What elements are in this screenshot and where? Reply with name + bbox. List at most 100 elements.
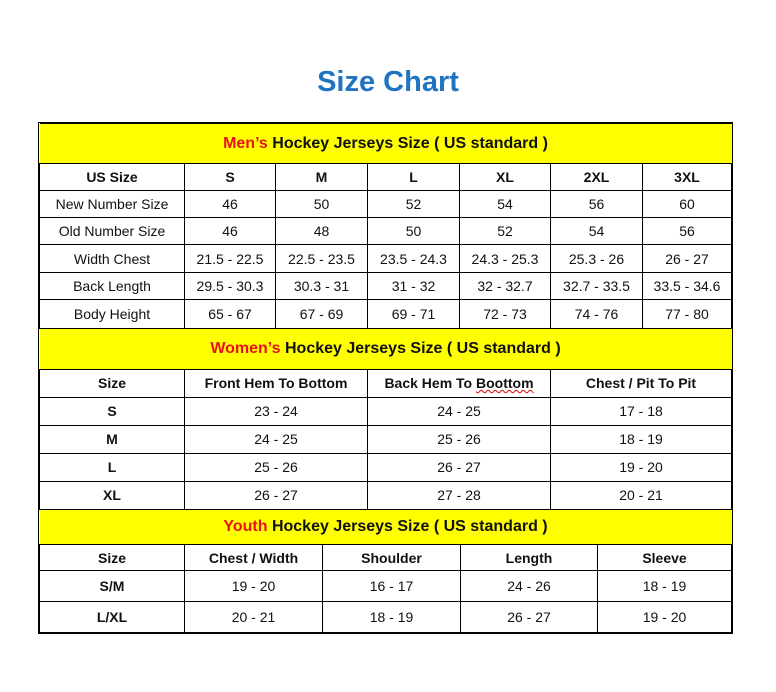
table-cell: 24 - 25 [367, 396, 551, 426]
row-label: Width Chest [39, 244, 185, 273]
column-header: Front Hem To Bottom [184, 368, 368, 398]
table-row: XL 26 - 27 27 - 28 20 - 21 [39, 480, 732, 510]
table-cell: 74 - 76 [550, 299, 643, 329]
table-cell: 19 - 20 [184, 570, 323, 602]
table-cell: 50 [367, 217, 460, 245]
row-label: Back Length [39, 272, 185, 300]
table-cell: 29.5 - 30.3 [184, 272, 276, 300]
table-cell: Shoulder [322, 544, 461, 571]
column-header-part: Back Hem To [384, 375, 473, 391]
table-cell: 20 - 21 [184, 601, 323, 633]
table-cell: 26 - 27 [642, 244, 732, 273]
table-cell: 56 [550, 190, 643, 218]
table-row: Size Chest / Width Shoulder Length Sleeve [39, 544, 732, 571]
table-cell: 31 - 32 [367, 272, 460, 300]
page-title: Size Chart [317, 66, 459, 98]
row-label: New Number Size [39, 190, 185, 218]
table-cell: 19 - 20 [550, 452, 732, 482]
table-cell: XL [459, 163, 551, 191]
table-row: L 25 - 26 26 - 27 19 - 20 [39, 452, 732, 482]
table-cell: 69 - 71 [367, 299, 460, 329]
table-cell: 23 - 24 [184, 396, 368, 426]
table-row: S 23 - 24 24 - 25 17 - 18 [39, 396, 732, 426]
row-label: S [39, 396, 185, 426]
row-label: M [39, 424, 185, 454]
column-header: Back Hem To Boottom [367, 368, 551, 398]
table-cell: 24 - 26 [460, 570, 598, 602]
women-heading-accent: Women’s [210, 339, 281, 357]
table-cell: 30.3 - 31 [275, 272, 368, 300]
table-cell: 27 - 28 [367, 480, 551, 510]
table-cell: 60 [642, 190, 732, 218]
table-cell: 3XL [642, 163, 732, 191]
table-cell: 48 [275, 217, 368, 245]
table-cell: Sleeve [597, 544, 732, 571]
women-heading: Women’s Hockey Jerseys Size ( US standar… [39, 329, 732, 370]
table-row: S/M 19 - 20 16 - 17 24 - 26 18 - 19 [39, 570, 732, 602]
row-label: L [39, 452, 185, 482]
table-cell: 72 - 73 [459, 299, 551, 329]
table-cell: 32 - 32.7 [459, 272, 551, 300]
row-label: L/XL [39, 601, 185, 633]
column-header-misspelled: Boottom [476, 375, 534, 391]
table-cell: 56 [642, 217, 732, 245]
table-cell: 52 [367, 190, 460, 218]
table-row: New Number Size 46 50 52 54 56 60 [39, 190, 732, 218]
youth-heading-accent: Youth [223, 517, 268, 535]
row-label: Old Number Size [39, 217, 185, 245]
youth-size-table: Youth Hockey Jerseys Size ( US standard … [39, 509, 732, 633]
table-cell: 18 - 19 [597, 570, 732, 602]
table-cell: 32.7 - 33.5 [550, 272, 643, 300]
column-header: Chest / Pit To Pit [550, 368, 732, 398]
table-cell: 67 - 69 [275, 299, 368, 329]
table-cell: 65 - 67 [184, 299, 276, 329]
table-cell: M [275, 163, 368, 191]
table-cell: 25.3 - 26 [550, 244, 643, 273]
table-cell: 18 - 19 [550, 424, 732, 454]
table-cell: 19 - 20 [597, 601, 732, 633]
table-row: L/XL 20 - 21 18 - 19 26 - 27 19 - 20 [39, 601, 732, 633]
table-cell: 26 - 27 [367, 452, 551, 482]
table-cell: 46 [184, 217, 276, 245]
women-heading-rest: Hockey Jerseys Size ( US standard ) [280, 339, 561, 357]
table-cell: 52 [459, 217, 551, 245]
table-cell: 54 [459, 190, 551, 218]
table-row: M 24 - 25 25 - 26 18 - 19 [39, 424, 732, 454]
row-label: XL [39, 480, 185, 510]
table-row: Back Length 29.5 - 30.3 30.3 - 31 31 - 32 32… [39, 272, 732, 300]
table-cell: 26 - 27 [460, 601, 598, 633]
row-label: US Size [39, 163, 185, 191]
men-heading-accent: Men’s [223, 134, 268, 152]
table-cell: 24 - 25 [184, 424, 368, 454]
table-cell: 33.5 - 34.6 [642, 272, 732, 300]
table-row: US Size S M L XL 2XL 3XL [39, 163, 732, 191]
table-cell: 24.3 - 25.3 [459, 244, 551, 273]
table-cell: 23.5 - 24.3 [367, 244, 460, 273]
table-cell: 17 - 18 [550, 396, 732, 426]
women-size-table: Women’s Hockey Jerseys Size ( US standar… [39, 329, 732, 510]
table-cell: 16 - 17 [322, 570, 461, 602]
table-cell: 25 - 26 [367, 424, 551, 454]
table-row: Width Chest 21.5 - 22.5 22.5 - 23.5 23.5 - … [39, 244, 732, 273]
women-header-row: Size Front Hem To Bottom Back Hem To Boo… [39, 368, 732, 398]
table-cell: 26 - 27 [184, 480, 368, 510]
table-row: Body Height 65 - 67 67 - 69 69 - 71 72 - 73 7… [39, 299, 732, 329]
table-cell: 18 - 19 [322, 601, 461, 633]
youth-heading: Youth Hockey Jerseys Size ( US standard … [39, 509, 732, 545]
size-chart: Men’s Hockey Jerseys Size ( US standard … [38, 122, 733, 634]
row-label: S/M [39, 570, 185, 602]
table-cell: 2XL [550, 163, 643, 191]
table-cell: 25 - 26 [184, 452, 368, 482]
table-cell: L [367, 163, 460, 191]
column-header: Size [39, 368, 185, 398]
table-cell: 77 - 80 [642, 299, 732, 329]
youth-heading-rest: Hockey Jerseys Size ( US standard ) [267, 517, 548, 535]
table-cell: 50 [275, 190, 368, 218]
table-row: Old Number Size 46 48 50 52 54 56 [39, 217, 732, 245]
row-label: Body Height [39, 299, 185, 329]
table-cell: 46 [184, 190, 276, 218]
table-cell: S [184, 163, 276, 191]
table-cell: 22.5 - 23.5 [275, 244, 368, 273]
table-cell: 21.5 - 22.5 [184, 244, 276, 273]
row-label: Size [39, 544, 185, 571]
